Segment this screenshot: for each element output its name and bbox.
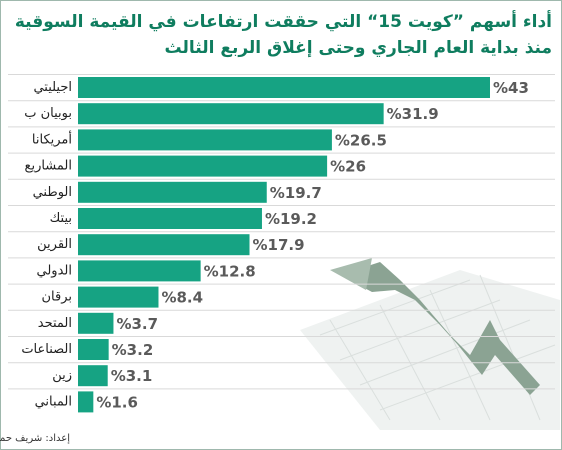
bar <box>78 103 384 125</box>
category-label: المتحد <box>38 316 72 331</box>
bar <box>78 129 332 151</box>
value-label: %8.4 <box>161 289 203 307</box>
bar <box>78 208 262 229</box>
value-label: %12.8 <box>204 262 256 280</box>
value-label: %26 <box>330 158 366 176</box>
category-label: القرين <box>37 237 72 252</box>
bar <box>78 312 114 334</box>
chart-subtitle: منذ بداية العام الجاري وحتى إغلاق الربع … <box>165 38 553 58</box>
bar <box>78 339 109 360</box>
category-label: برقان <box>41 290 72 305</box>
bar <box>78 77 490 98</box>
category-label: المباني <box>35 394 72 409</box>
category-label: أمريكانا <box>32 130 72 147</box>
value-label: %3.1 <box>111 367 153 385</box>
chart-title: أداء أسهم ”كويت 15“ التي حققت ارتفاعات ف… <box>15 10 552 32</box>
category-label: الوطني <box>33 185 72 200</box>
category-label: اجيليتي <box>33 80 72 95</box>
bar <box>78 234 250 256</box>
category-label: بيتك <box>50 211 72 226</box>
category-label: زين <box>52 368 72 383</box>
bar <box>78 155 328 177</box>
category-label: بوبيان ب <box>24 106 72 121</box>
bar <box>78 391 94 413</box>
value-label: %3.2 <box>112 341 154 359</box>
bar <box>78 260 201 282</box>
category-label: الدولي <box>37 263 72 278</box>
value-label: %19.7 <box>270 184 322 202</box>
category-label: الصناعات <box>21 342 72 357</box>
bar <box>78 181 267 203</box>
credit: إعداد: شريف حمدي <box>0 433 70 444</box>
value-label: %19.2 <box>265 210 317 228</box>
value-label: %43 <box>493 79 529 97</box>
value-label: %1.6 <box>96 393 138 411</box>
value-label: %31.9 <box>387 105 439 123</box>
bar <box>78 365 108 387</box>
value-label: %26.5 <box>335 131 387 149</box>
value-label: %17.9 <box>253 236 305 254</box>
value-label: %3.7 <box>116 315 158 333</box>
category-label: المشاريع <box>25 159 72 174</box>
bar <box>78 286 159 308</box>
